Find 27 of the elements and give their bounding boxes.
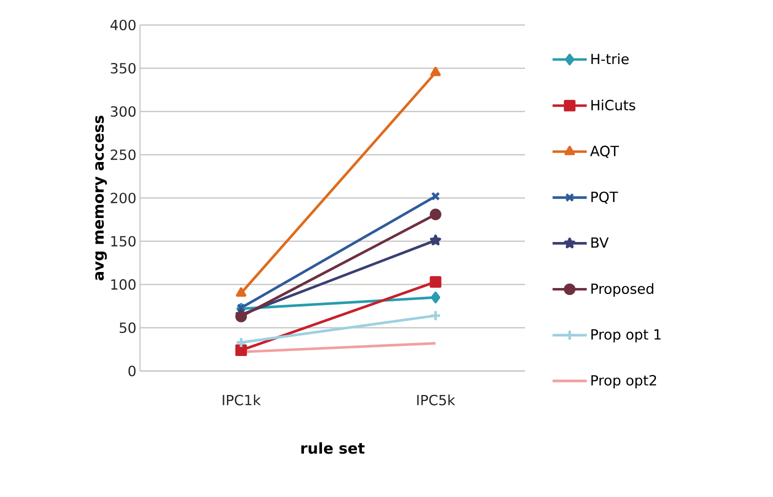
legend-label: AQT [590,146,619,158]
y-tick-label: 350 [110,62,136,74]
y-tick-label: 50 [120,322,136,334]
x-tick-label: IPC1k [222,394,261,406]
y-tick-label: 200 [110,192,136,204]
point [430,292,440,304]
legend-label: Prop opt2 [591,375,656,388]
y-tick-label: 100 [111,279,136,290]
point [235,344,247,356]
y-tick-label: 150 [111,236,136,247]
x-axis-title: rule set [301,442,365,454]
legend-label: HiCuts [591,100,636,110]
point [235,310,247,322]
y-tick-label: 400 [110,20,136,30]
point [430,234,442,246]
y-tick-label: 0 [128,366,136,376]
y-tick-label: 300 [110,106,136,117]
y-tick-label: 250 [110,149,136,160]
point [430,276,442,288]
legend-label: Prop opt 1 [591,329,661,342]
legend-label: H-trie [591,53,629,64]
legend-label: Proposed [591,283,654,297]
point [430,208,442,220]
legend-label: PQT [591,192,618,204]
x-tick-label: IPC5k [417,394,456,406]
y-axis-title: avg memory access [95,116,107,280]
legend-label: BV [591,237,609,248]
